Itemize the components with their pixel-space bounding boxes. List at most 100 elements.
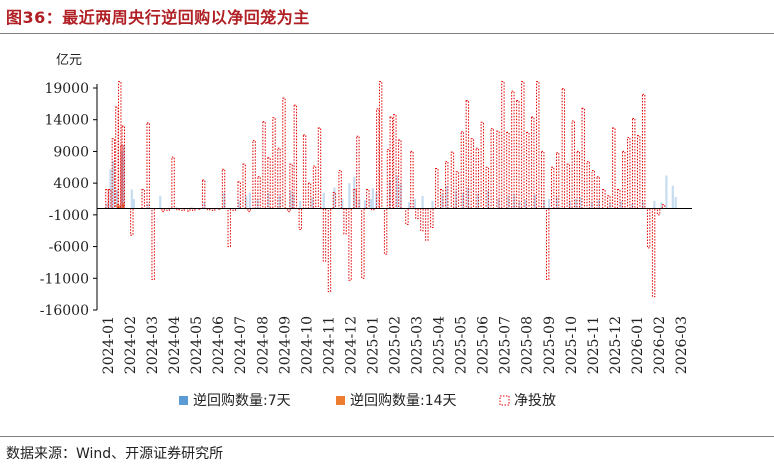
legend: 逆回购数量:7天 逆回购数量:14天 净投放 xyxy=(179,393,556,409)
net-injection-bar xyxy=(383,208,388,255)
net-injection-bar xyxy=(262,121,266,210)
repo-7day-bar xyxy=(190,207,193,209)
y-tick-label: 4000 xyxy=(53,176,89,192)
net-injection-bar xyxy=(420,208,424,232)
y-tick-label: 9000 xyxy=(53,144,89,160)
repo-7day-bar xyxy=(322,192,325,209)
net-injection-bar xyxy=(561,88,566,210)
x-tick-label: 2024-01 xyxy=(101,316,117,374)
net-injection-bar xyxy=(171,156,175,210)
net-injection-bar xyxy=(501,81,505,210)
repo-7day-bar xyxy=(147,203,150,209)
net-injection-bar xyxy=(586,161,590,210)
legend-label: 净投放 xyxy=(514,393,556,409)
net-injection-bar xyxy=(353,188,357,210)
source-note: 数据来源：Wind、开源证券研究所 xyxy=(6,446,224,462)
repo-7day-bar xyxy=(159,195,162,209)
repo-7day-bar xyxy=(454,190,458,209)
net-injection-bar xyxy=(130,208,134,236)
repo-7day-bar xyxy=(497,198,500,209)
repo-7day-bar xyxy=(653,200,656,209)
repo-7day-bar xyxy=(524,199,527,209)
repo-7day-bar xyxy=(112,160,115,209)
net-injection-bar xyxy=(338,169,342,210)
repo-7day-bar xyxy=(105,203,109,209)
x-tick-label: 2025-08 xyxy=(520,316,536,374)
repo-7day-bar xyxy=(245,195,248,209)
net-injection-bar xyxy=(201,179,206,210)
repo-7day-bar xyxy=(248,192,251,209)
net-injection-bar xyxy=(526,131,530,210)
repo-7day-bar xyxy=(371,188,374,209)
net-injection-bar xyxy=(361,208,365,279)
repo-7day-bar xyxy=(395,175,399,209)
axes: 19000 14000 9000 4000 -1000 -6000 -11000 -16000… xyxy=(40,81,692,374)
repo-7day-bar xyxy=(431,200,434,209)
net-injection-bar xyxy=(506,131,510,210)
net-injection-bar xyxy=(545,208,550,281)
repo-7day-bar xyxy=(513,194,516,209)
y-tick-label: 14000 xyxy=(44,113,89,129)
x-tick-label: 2026-01 xyxy=(630,316,646,374)
repo-7day-bar xyxy=(641,201,645,209)
net-injection-bar xyxy=(480,121,484,210)
legend-swatch xyxy=(499,395,510,406)
net-injection-bar xyxy=(435,168,439,210)
y-axis-unit: 亿元 xyxy=(56,53,82,68)
repo-7day-bar xyxy=(369,199,372,209)
repo-7day-bar xyxy=(579,197,582,209)
net-injection-bar xyxy=(227,208,231,248)
net-injection-bar xyxy=(327,208,332,293)
repo-7day-bar xyxy=(665,175,668,209)
net-injection-bar xyxy=(386,149,391,210)
x-tick-label: 2024-09 xyxy=(277,316,293,374)
net-injection-bar xyxy=(596,176,600,210)
net-injection-bar xyxy=(425,208,429,241)
repo-7day-bar xyxy=(671,185,674,209)
repo-7day-bar xyxy=(388,179,391,209)
x-tick-label: 2025-11 xyxy=(586,316,602,374)
net-injection-bar xyxy=(343,208,347,235)
y-tick-label: -16000 xyxy=(40,303,89,319)
x-tick-label: 2026-03 xyxy=(674,316,690,374)
net-injection-bar xyxy=(550,166,555,210)
repo-7day-bar xyxy=(575,199,578,209)
repo-7day-bar xyxy=(421,195,424,209)
x-tick-label: 2025-10 xyxy=(564,316,580,374)
net-injection-bar xyxy=(581,107,585,210)
x-tick-label: 2024-12 xyxy=(343,316,359,374)
x-tick-label: 2025-03 xyxy=(410,316,426,374)
net-injection-bar xyxy=(460,131,465,210)
repo-7day-bar xyxy=(278,195,281,209)
repo-7day-bar xyxy=(299,200,302,209)
x-tick-label: 2025-04 xyxy=(432,316,448,374)
net-injection-bar xyxy=(302,134,307,210)
repo-7day-bar xyxy=(256,199,259,209)
net-injection-bar xyxy=(531,116,535,210)
legend-label: 逆回购数量:14天 xyxy=(350,393,457,409)
x-tick-label: 2024-04 xyxy=(167,316,183,374)
net-injection-bar xyxy=(430,208,434,229)
y-tick-label: -1000 xyxy=(49,208,89,224)
repo-7day-bar xyxy=(363,200,367,209)
net-injection-bar xyxy=(470,138,475,210)
repo-7day-bar xyxy=(660,202,663,209)
x-tick-label: 2024-02 xyxy=(123,316,139,374)
x-tick-label: 2025-07 xyxy=(498,316,514,374)
net-injection-bar xyxy=(627,136,631,210)
net-injection-bar xyxy=(541,150,545,210)
repo-7day-bar xyxy=(445,185,448,209)
net-injection-bar xyxy=(440,188,444,210)
x-tick-label: 2025-05 xyxy=(454,316,470,374)
net-injection-bar xyxy=(656,208,661,216)
repo-7day-bar xyxy=(348,183,351,209)
legend-swatch xyxy=(336,396,345,405)
net-injection-bar xyxy=(622,150,626,210)
y-tick-label: -6000 xyxy=(49,240,89,256)
net-injection-bar xyxy=(293,104,298,210)
net-injection-bar xyxy=(591,169,595,210)
repo-14day-bar xyxy=(118,205,121,209)
net-injection-bar xyxy=(485,166,489,210)
x-tick-label: 2024-03 xyxy=(145,316,161,374)
net-injection-bar xyxy=(496,130,500,210)
